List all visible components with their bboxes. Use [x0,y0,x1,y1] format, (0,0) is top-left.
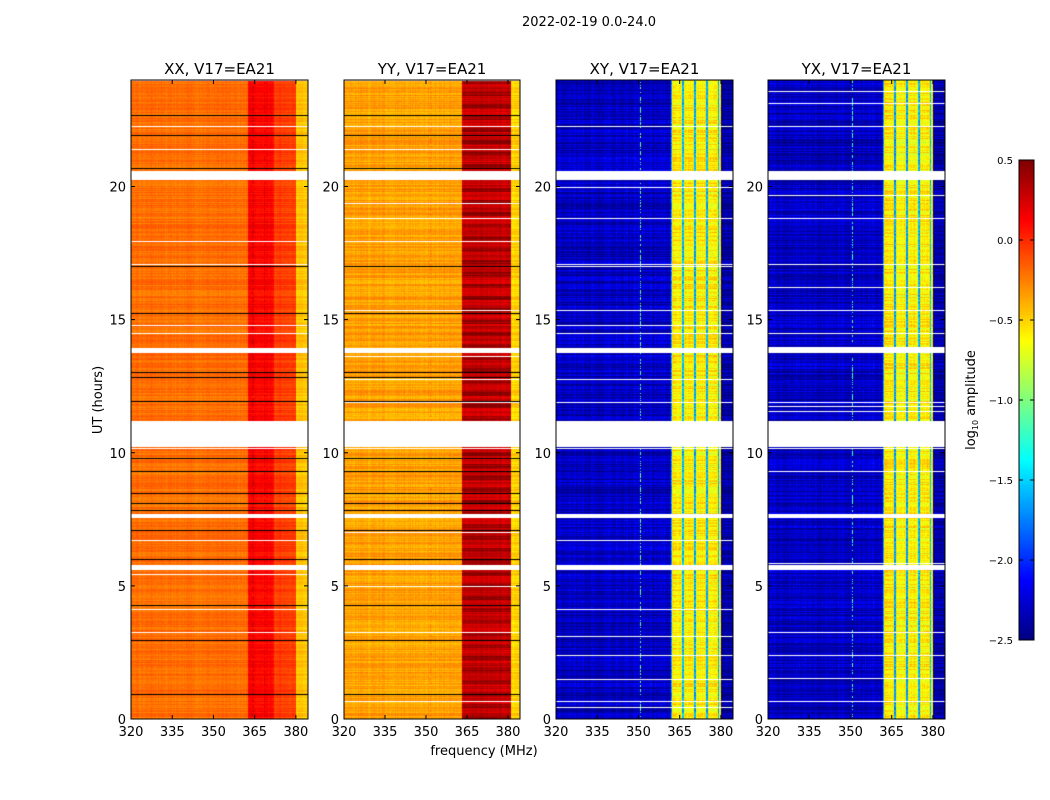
x-tick-label: 350 [626,725,651,740]
x-tick-label: 380 [496,725,521,740]
y-tick-label: 10 [109,447,126,462]
heatmap-xx [131,80,308,719]
x-tick-label: 350 [838,725,863,740]
y-tick-label: 20 [534,181,551,196]
heatmap-yx [768,80,945,719]
x-tick-label: 365 [242,725,267,740]
figure-title: 2022-02-19 0.0-24.0 [522,15,656,30]
x-tick-label: 335 [797,725,822,740]
y-tick-label: 5 [543,580,551,595]
y-axis-label: UT (hours) [91,366,106,434]
panel-title: XY, V17=EA21 [590,60,700,78]
colorbar-tick-label: −1.5 [989,476,1013,487]
y-tick-label: 0 [331,713,339,728]
x-tick-label: 365 [667,725,692,740]
y-tick-label: 10 [322,447,339,462]
y-tick-label: 20 [322,181,339,196]
x-tick-label: 350 [201,725,226,740]
colorbar-tick-label: −2.5 [989,636,1013,647]
y-tick-label: 15 [109,314,126,329]
colorbar-tick-label: −0.5 [989,316,1013,327]
x-tick-label: 380 [283,725,308,740]
y-tick-label: 0 [543,713,551,728]
panel-frame [555,79,734,720]
y-tick-label: 15 [534,314,551,329]
x-tick-label: 365 [879,725,904,740]
colorbar-tick-label: −1.0 [989,396,1013,407]
y-tick-label: 5 [118,580,126,595]
y-tick-label: 20 [746,181,763,196]
x-tick-label: 320 [119,725,144,740]
y-tick-label: 0 [755,713,763,728]
y-tick-label: 10 [534,447,551,462]
x-tick-label: 380 [920,725,945,740]
x-tick-label: 380 [708,725,733,740]
y-tick-label: 5 [755,580,763,595]
heatmap-yy [344,80,520,719]
y-tick-label: 15 [322,314,339,329]
x-axis-label: frequency (MHz) [430,744,537,759]
x-tick-label: 335 [373,725,398,740]
x-tick-label: 350 [414,725,439,740]
colorbar-tick-label: 0.5 [997,156,1013,167]
x-tick-label: 365 [455,725,480,740]
colorbar-tick-label: 0.0 [997,236,1013,247]
panel-title: YY, V17=EA21 [377,60,487,78]
x-tick-label: 335 [160,725,185,740]
x-tick-label: 320 [756,725,781,740]
x-tick-label: 320 [544,725,569,740]
panel-frame [767,79,946,720]
panel-title: YX, V17=EA21 [801,60,912,78]
panel-frame [343,79,521,720]
panel-frame [130,79,309,720]
panel-title: XX, V17=EA21 [164,60,275,78]
heatmap-xy [556,80,733,719]
x-tick-label: 335 [585,725,610,740]
y-tick-label: 5 [331,580,339,595]
colorbar-tick-label: −2.0 [989,556,1013,567]
y-tick-label: 10 [746,447,763,462]
y-tick-label: 15 [746,314,763,329]
x-tick-label: 320 [332,725,357,740]
y-tick-label: 20 [109,181,126,196]
colorbar-label: log10 amplitude [964,350,980,450]
colorbar [1019,160,1034,640]
y-tick-label: 0 [118,713,126,728]
